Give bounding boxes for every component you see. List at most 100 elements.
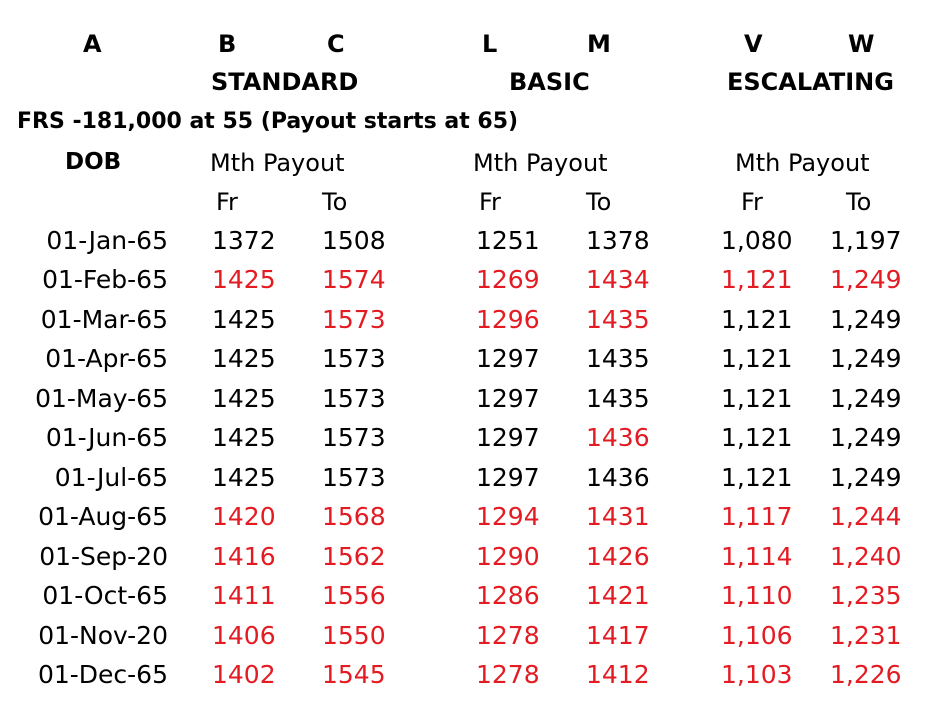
payout-cell: 1425 — [212, 384, 276, 413]
payout-cell: 1,121 — [721, 305, 793, 334]
payout-cell: 1412 — [586, 660, 650, 689]
payout-cell: 1378 — [586, 226, 650, 255]
sub-header-fr: Fr — [741, 188, 763, 216]
payout-cell: 1,121 — [721, 384, 793, 413]
payout-cell: 1372 — [212, 226, 276, 255]
payout-cell: 1,235 — [830, 581, 902, 610]
sub-header-fr: Fr — [216, 188, 238, 216]
payout-cell: 1,197 — [830, 226, 902, 255]
payout-cell: 1421 — [586, 581, 650, 610]
payout-cell: 1417 — [586, 621, 650, 650]
group-escalating: ESCALATING — [727, 68, 894, 96]
payout-cell: 1,244 — [830, 502, 902, 531]
dob-cell: 01-Apr-65 — [45, 344, 168, 373]
payout-cell: 1,080 — [721, 226, 793, 255]
payout-cell: 1435 — [586, 384, 650, 413]
col-letter-b: B — [218, 30, 237, 58]
group-basic: BASIC — [509, 68, 590, 96]
col-letter-m: M — [587, 30, 611, 58]
payout-cell: 1,249 — [830, 384, 902, 413]
payout-cell: 1,121 — [721, 423, 793, 452]
dob-cell: 01-Feb-65 — [42, 265, 168, 294]
payout-cell: 1406 — [212, 621, 276, 650]
payout-cell: 1425 — [212, 265, 276, 294]
dob-cell: 01-Jul-65 — [54, 463, 168, 492]
payout-cell: 1297 — [476, 384, 540, 413]
payout-cell: 1,121 — [721, 463, 793, 492]
dob-cell: 01-Oct-65 — [42, 581, 168, 610]
col-letter-l: L — [482, 30, 498, 58]
payout-cell: 1297 — [476, 463, 540, 492]
payout-cell: 1297 — [476, 344, 540, 373]
sub-header-to: To — [846, 188, 872, 216]
payout-cell: 1574 — [322, 265, 386, 294]
payout-cell: 1,240 — [830, 542, 902, 571]
payout-cell: 1296 — [476, 305, 540, 334]
payout-cell: 1,231 — [830, 621, 902, 650]
payout-cell: 1425 — [212, 344, 276, 373]
dob-cell: 01-Sep-20 — [39, 542, 168, 571]
payout-cell: 1431 — [586, 502, 650, 531]
payout-cell: 1562 — [322, 542, 386, 571]
payout-cell: 1573 — [322, 344, 386, 373]
dob-cell: 01-Dec-65 — [37, 660, 168, 689]
payout-cell: 1,249 — [830, 463, 902, 492]
payout-header-standard: Mth Payout — [210, 149, 345, 177]
payout-cell: 1,121 — [721, 265, 793, 294]
dob-header: DOB — [65, 149, 122, 175]
dob-cell: 01-Jan-65 — [46, 226, 168, 255]
payout-cell: 1,226 — [830, 660, 902, 689]
sub-header-to: To — [322, 188, 348, 216]
payout-cell: 1402 — [212, 660, 276, 689]
payout-header-escalating: Mth Payout — [735, 149, 870, 177]
dob-cell: 01-Jun-65 — [45, 423, 168, 452]
payout-cell: 1,249 — [830, 344, 902, 373]
col-letter-w: W — [848, 30, 875, 58]
payout-cell: 1426 — [586, 542, 650, 571]
payout-cell: 1,117 — [721, 502, 793, 531]
payout-cell: 1,103 — [721, 660, 793, 689]
payout-cell: 1434 — [586, 265, 650, 294]
payout-cell: 1556 — [322, 581, 386, 610]
payout-cell: 1297 — [476, 423, 540, 452]
group-standard: STANDARD — [211, 68, 359, 96]
payout-cell: 1,110 — [721, 581, 793, 610]
payout-cell: 1436 — [586, 463, 650, 492]
payout-cell: 1251 — [476, 226, 540, 255]
payout-cell: 1545 — [322, 660, 386, 689]
payout-cell: 1,121 — [721, 344, 793, 373]
payout-cell: 1425 — [212, 423, 276, 452]
payout-cell: 1550 — [322, 621, 386, 650]
dob-cell: 01-May-65 — [35, 384, 168, 413]
sub-header-to: To — [586, 188, 612, 216]
payout-cell: 1294 — [476, 502, 540, 531]
payout-cell: 1,249 — [830, 423, 902, 452]
payout-cell: 1,114 — [721, 542, 793, 571]
payout-cell: 1,249 — [830, 305, 902, 334]
payout-cell: 1425 — [212, 463, 276, 492]
dob-cell: 01-Nov-20 — [38, 621, 168, 650]
payout-cell: 1278 — [476, 660, 540, 689]
payout-cell: 1573 — [322, 305, 386, 334]
payout-cell: 1573 — [322, 384, 386, 413]
payout-cell: 1411 — [212, 581, 276, 610]
payout-cell: 1269 — [476, 265, 540, 294]
payout-cell: 1420 — [212, 502, 276, 531]
payout-cell: 1508 — [322, 226, 386, 255]
payout-cell: 1,249 — [830, 265, 902, 294]
sub-header-fr: Fr — [479, 188, 501, 216]
dob-cell: 01-Aug-65 — [38, 502, 168, 531]
payout-cell: 1290 — [476, 542, 540, 571]
payout-cell: 1568 — [322, 502, 386, 531]
payout-cell: 1436 — [586, 423, 650, 452]
payout-cell: 1435 — [586, 344, 650, 373]
col-letter-c: C — [327, 30, 345, 58]
payout-cell: 1,106 — [721, 621, 793, 650]
frs-note: FRS -181,000 at 55 (Payout starts at 65) — [17, 109, 519, 134]
col-letter-v: V — [744, 30, 763, 58]
payout-cell: 1435 — [586, 305, 650, 334]
col-letter-a: A — [83, 30, 102, 58]
payout-cell: 1573 — [322, 463, 386, 492]
dob-cell: 01-Mar-65 — [40, 305, 168, 334]
payout-cell: 1286 — [476, 581, 540, 610]
